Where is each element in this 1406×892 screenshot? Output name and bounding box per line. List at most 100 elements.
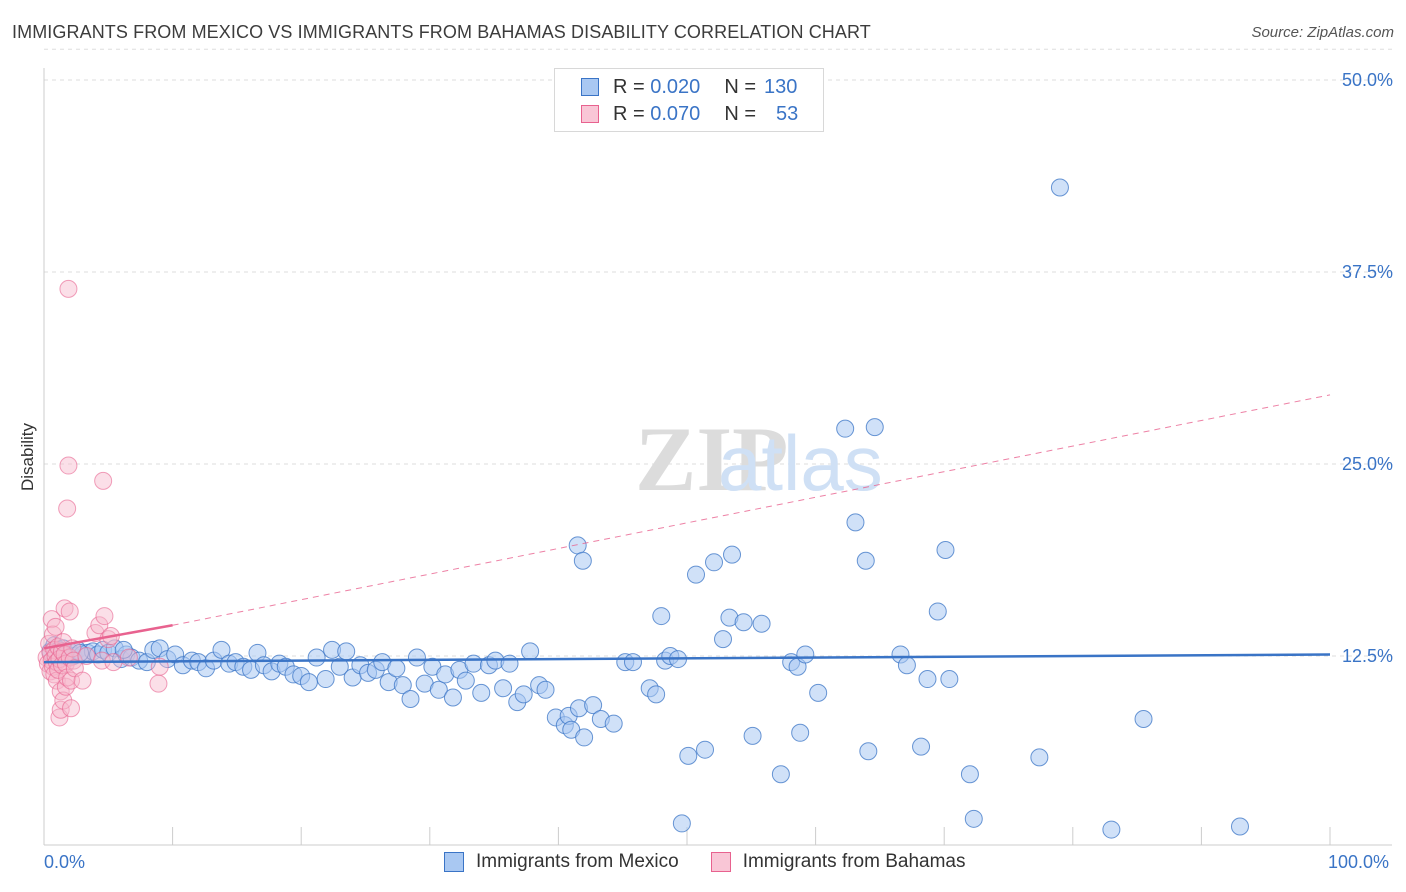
n-label: N = (724, 102, 756, 125)
point-mexico (472, 683, 491, 702)
point-mexico (897, 656, 916, 675)
point-mexico (791, 723, 810, 742)
trend-line-mexico (43, 653, 1331, 664)
x-tick-min: 0.0% (44, 852, 86, 872)
legend-item-mexico[interactable]: Immigrants from Mexico (444, 851, 679, 873)
point-mexico (856, 551, 875, 570)
watermark-atlas: atlas (718, 419, 883, 507)
point-mexico (859, 742, 878, 761)
point-mexico (1050, 178, 1069, 197)
point-bahamas (55, 599, 74, 618)
x-tick-max: 100.0% (1328, 852, 1390, 872)
point-mexico (307, 648, 326, 667)
point-mexico (714, 630, 733, 649)
point-mexico (679, 746, 698, 765)
point-mexico (464, 654, 483, 673)
point-mexico (964, 809, 983, 828)
stats-legend: R = 0.020 N = 130 R = 0.070 N = 53 (554, 68, 824, 132)
point-mexico (912, 737, 931, 756)
point-mexico (316, 670, 335, 689)
point-mexico (846, 513, 865, 532)
point-mexico (604, 714, 623, 733)
point-mexico (387, 659, 406, 678)
stats-row-mexico: R = 0.020 N = 130 (581, 75, 797, 99)
point-mexico (456, 671, 475, 690)
y-tick-labels: 12.5% 25.0% 37.5% 50.0% (1342, 70, 1393, 666)
point-mexico (809, 683, 828, 702)
point-mexico (573, 551, 592, 570)
trend-line-bahamas-extended (172, 394, 1331, 626)
point-mexico (918, 670, 937, 689)
point-mexico (330, 657, 349, 676)
point-mexico (687, 565, 706, 584)
point-bahamas (59, 279, 78, 298)
y-tick-label: 50.0% (1342, 70, 1393, 90)
chart-title: IMMIGRANTS FROM MEXICO VS IMMIGRANTS FRO… (12, 22, 871, 42)
point-bahamas (46, 617, 65, 636)
point-bahamas (54, 691, 73, 710)
point-mexico (299, 673, 318, 692)
point-mexico (393, 676, 412, 695)
point-mexico (1030, 748, 1049, 767)
point-mexico (443, 688, 462, 707)
n-label: N = (724, 75, 756, 98)
trend-lines (43, 394, 1331, 664)
point-bahamas (94, 471, 113, 490)
point-bahamas (73, 671, 92, 690)
point-mexico (521, 642, 540, 661)
point-mexico (796, 645, 815, 664)
point-bahamas (62, 699, 81, 718)
point-bahamas (90, 616, 109, 635)
series-mexico-points (41, 178, 1249, 839)
legend-label-mexico: Immigrants from Mexico (476, 851, 679, 872)
point-mexico (734, 613, 753, 632)
point-mexico (752, 614, 771, 633)
n-value-mexico: 130 (764, 75, 798, 98)
point-mexico (705, 553, 724, 572)
point-mexico (940, 670, 959, 689)
point-mexico (865, 418, 884, 437)
point-mexico (960, 765, 979, 784)
watermark-zip: ZIP (635, 408, 788, 510)
point-mexico (836, 419, 855, 438)
point-mexico (1230, 817, 1249, 836)
point-mexico (652, 607, 671, 626)
point-mexico (723, 545, 742, 564)
point-mexico (429, 680, 448, 699)
source-label: Source: ZipAtlas.com (1251, 24, 1394, 41)
point-bahamas (60, 602, 79, 621)
r-label: R = (613, 75, 645, 98)
legend-label-bahamas: Immigrants from Bahamas (742, 851, 966, 872)
y-axis-label: Disability (18, 422, 37, 491)
stats-row-bahamas: R = 0.070 N = 53 (581, 102, 798, 126)
point-mexico (936, 541, 955, 560)
legend-item-bahamas[interactable]: Immigrants from Bahamas (710, 851, 966, 873)
point-mexico (536, 680, 555, 699)
point-bahamas (59, 456, 78, 475)
point-mexico (928, 602, 947, 621)
point-mexico (407, 648, 426, 667)
point-mexico (623, 653, 642, 672)
n-value-bahamas: 53 (776, 102, 799, 125)
point-mexico (771, 765, 790, 784)
point-bahamas (58, 499, 77, 518)
trend-line-bahamas (43, 624, 173, 650)
y-tick-label: 37.5% (1342, 262, 1393, 282)
point-mexico (337, 642, 356, 661)
point-mexico (575, 728, 594, 747)
r-value-bahamas: 0.070 (650, 102, 701, 125)
point-mexico (696, 740, 715, 759)
y-tick-label: 25.0% (1342, 454, 1393, 474)
point-mexico (647, 685, 666, 704)
legend-swatch-mexico (444, 852, 464, 872)
point-mexico (494, 679, 513, 698)
point-bahamas (119, 648, 138, 667)
watermark: ZIP atlas (635, 408, 883, 510)
point-mexico (1134, 709, 1153, 728)
point-mexico (743, 726, 762, 745)
point-mexico (401, 690, 420, 709)
point-mexico (584, 696, 603, 715)
point-mexico (672, 814, 691, 833)
r-value-mexico: 0.020 (650, 75, 701, 98)
point-bahamas (149, 674, 168, 693)
